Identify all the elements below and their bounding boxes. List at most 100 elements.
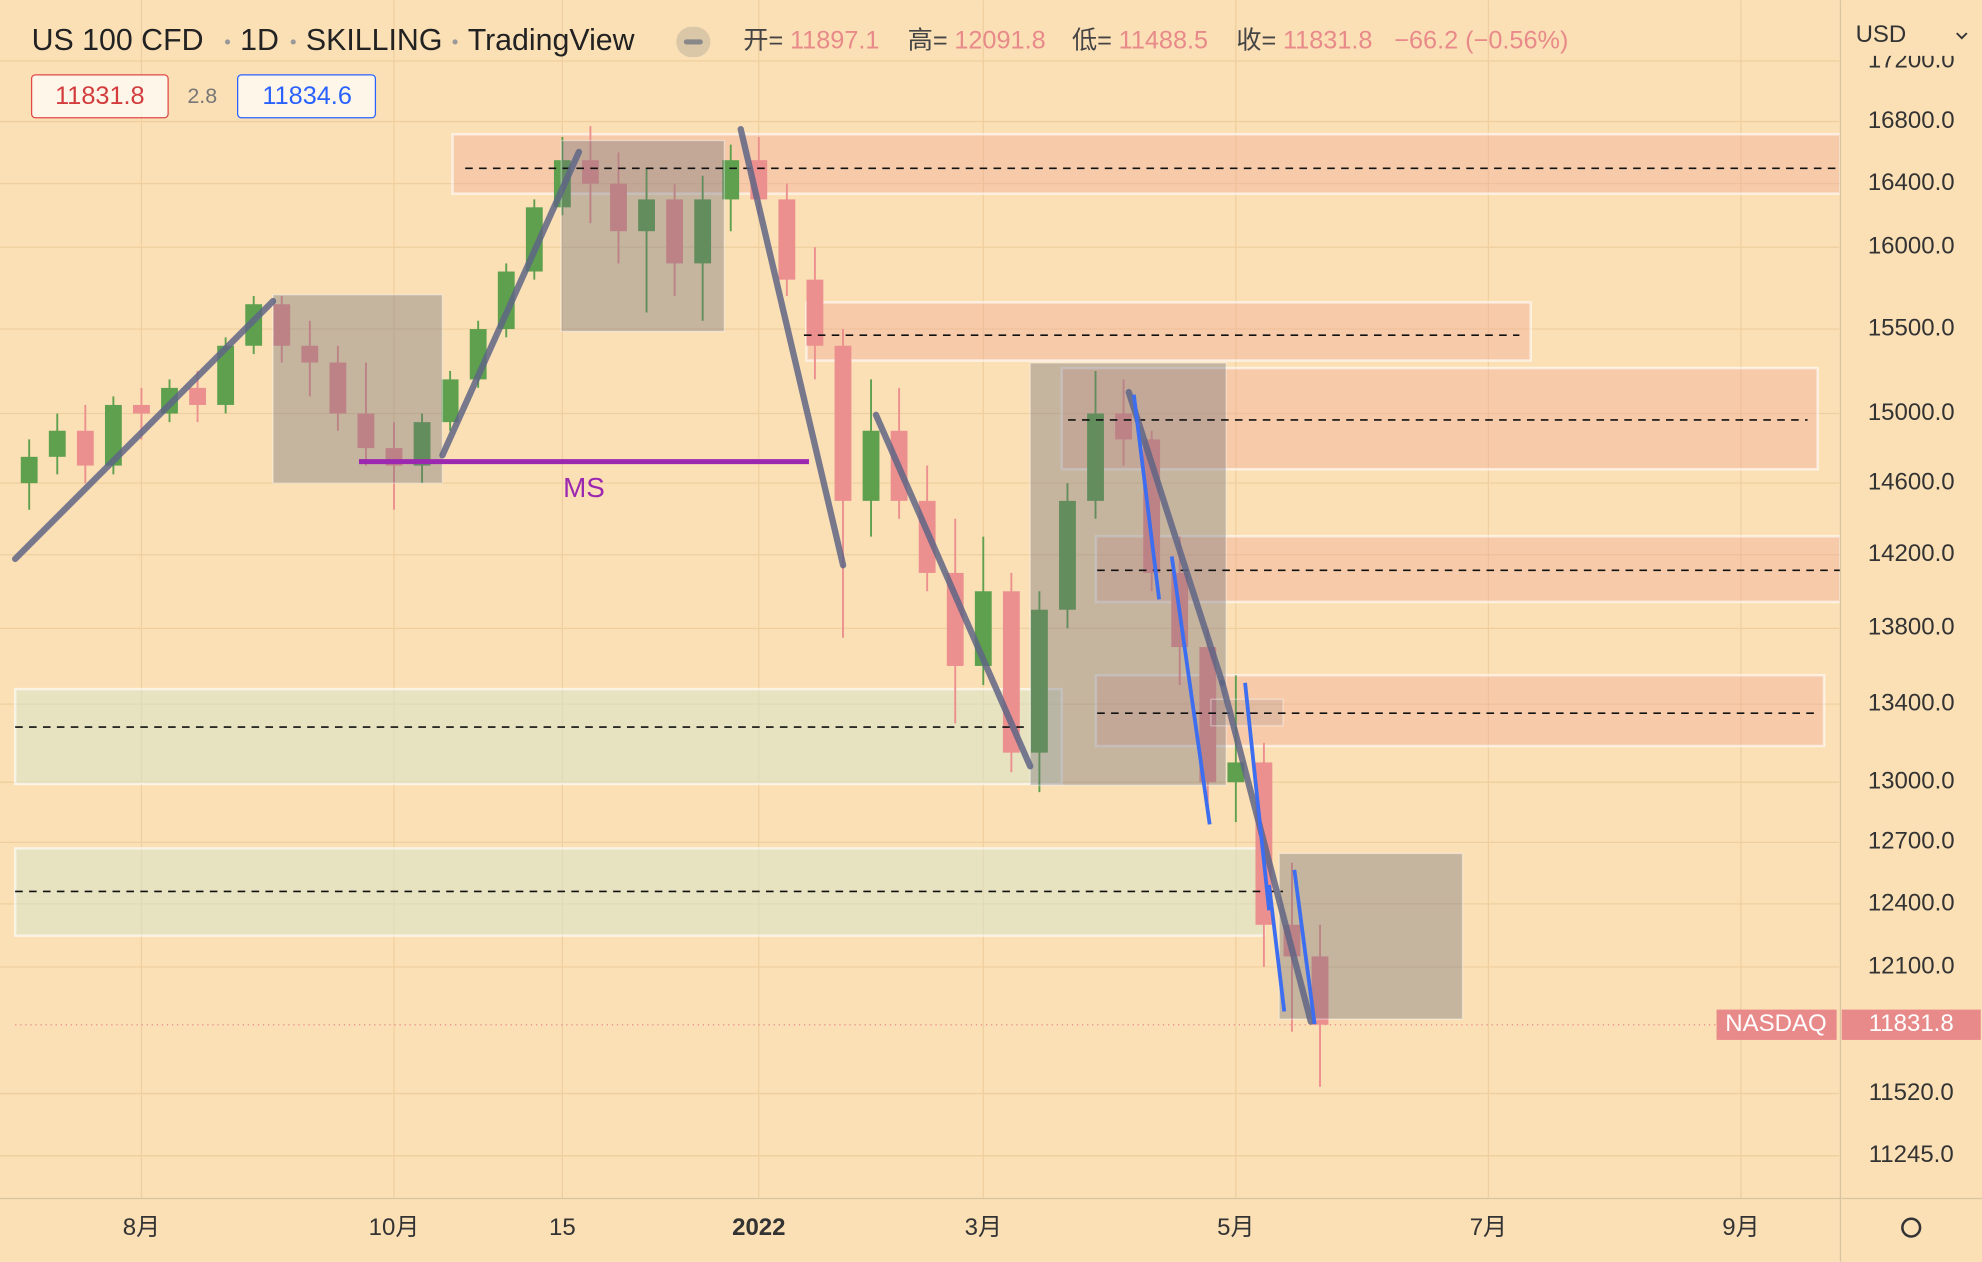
blue-line (1243, 682, 1271, 911)
separator (290, 39, 296, 45)
y-tick-label: 15000.0 (1868, 399, 1955, 426)
candle-body (1227, 762, 1245, 783)
last-price-name-box (1716, 1009, 1837, 1040)
y-tick-label: 11520.0 (1869, 1079, 1954, 1106)
trend-line (1219, 679, 1314, 1025)
candle-body (806, 279, 824, 346)
resistance-zone (451, 132, 1842, 195)
range-box (272, 294, 444, 484)
x-tick-label: 7月 (1470, 1214, 1507, 1241)
y-tick-label: 12100.0 (1868, 952, 1955, 979)
blue-line (1292, 869, 1317, 1025)
blue-lines (1131, 394, 1317, 1025)
candle-body (1059, 500, 1076, 610)
candle-body (638, 199, 655, 232)
candle-body (862, 430, 880, 501)
candles (15, 126, 1840, 1087)
settings-icon[interactable] (1901, 1217, 1922, 1238)
sell-price: 11831.8 (55, 82, 144, 110)
resistance-zone (1094, 673, 1826, 748)
candle-body (582, 160, 599, 184)
boxes (272, 139, 1464, 1020)
candle-body (273, 304, 291, 346)
y-tick-label: 16800.0 (1868, 107, 1955, 134)
candle-body (1199, 647, 1217, 783)
candle-body (778, 199, 796, 280)
candle-body (76, 430, 94, 466)
candle-body (20, 456, 38, 484)
zones (13, 132, 1842, 937)
candle-body (834, 345, 852, 501)
price-axis (1840, 0, 1982, 1262)
candle-body (1030, 609, 1048, 753)
last-price-value: 11831.8 (1869, 1010, 1954, 1037)
y-tick-label: 15500.0 (1868, 314, 1955, 341)
high-value: 12091.8 (954, 27, 1045, 55)
x-tick-label: 2022 (732, 1214, 785, 1241)
last-price-name: NASDAQ (1725, 1010, 1826, 1037)
trend-line (737, 126, 847, 569)
last-price-box (1841, 1009, 1981, 1040)
toggle-icon (683, 39, 703, 45)
high-label: 高= (908, 27, 948, 55)
y-tick-label: 14600.0 (1868, 469, 1955, 496)
candle-body (946, 572, 964, 666)
platform: TradingView (468, 24, 635, 57)
axes: 11245.0 11520.0 12100.0 12400.0 12700.0 13000… (123, 46, 1981, 1241)
buy-price: 11834.6 (262, 82, 351, 110)
blue-line (1131, 394, 1161, 600)
open-label: 开= (743, 27, 783, 55)
candle-body (1311, 956, 1329, 1025)
candle-body (666, 199, 684, 264)
trend-line (872, 411, 1034, 770)
x-tick-label: 15 (549, 1214, 576, 1241)
x-tick-label: 5月 (1217, 1214, 1254, 1241)
candle-body (1087, 413, 1104, 501)
resistance-zone (1060, 366, 1819, 471)
candle-body (413, 422, 431, 466)
open-value: 11897.1 (790, 27, 879, 55)
trend-line (1125, 388, 1226, 686)
trend-line (12, 297, 277, 563)
trend-line (439, 148, 583, 459)
blue-line (1267, 884, 1287, 1012)
candle-body (497, 271, 515, 330)
candle-body (722, 160, 740, 200)
y-tick-label: 16000.0 (1868, 233, 1955, 260)
candle-body (301, 345, 319, 363)
candle-body (48, 430, 66, 457)
candle-body (189, 387, 206, 405)
x-tick-label: 10月 (369, 1214, 420, 1241)
x-tick-label: 3月 (965, 1214, 1002, 1241)
candle-body (104, 404, 122, 466)
grid (0, 0, 1840, 1199)
y-tick-label: 11245.0 (1869, 1141, 1954, 1168)
y-tick-label: 13800.0 (1868, 614, 1955, 641)
close-label: 收= (1236, 27, 1276, 55)
y-tick-label: 14200.0 (1868, 540, 1955, 567)
change: −66.2 (−0.56%) (1394, 27, 1568, 55)
separator (452, 39, 458, 45)
range-box (560, 139, 725, 333)
y-tick-label: 13000.0 (1868, 768, 1955, 795)
candle-body (357, 413, 375, 449)
y-tick-label: 13400.0 (1868, 689, 1955, 716)
close-value: 11831.8 (1283, 27, 1372, 55)
buy-button[interactable] (237, 74, 377, 119)
candle-body (694, 199, 712, 264)
sell-button[interactable] (30, 74, 169, 119)
low-value: 11488.5 (1119, 27, 1208, 55)
y-tick-label: 12400.0 (1868, 889, 1955, 916)
blue-line (1169, 556, 1212, 825)
spread: 2.8 (187, 84, 217, 108)
resistance-zone (805, 301, 1533, 362)
annotation: MS (563, 472, 605, 503)
trend-lines (12, 126, 1314, 1025)
dropdown-icon[interactable] (1956, 32, 1968, 40)
x-tick-label: 9月 (1722, 1214, 1759, 1241)
levels (15, 167, 1841, 893)
low-label: 低= (1072, 27, 1112, 55)
currency: USD (1856, 21, 1907, 48)
